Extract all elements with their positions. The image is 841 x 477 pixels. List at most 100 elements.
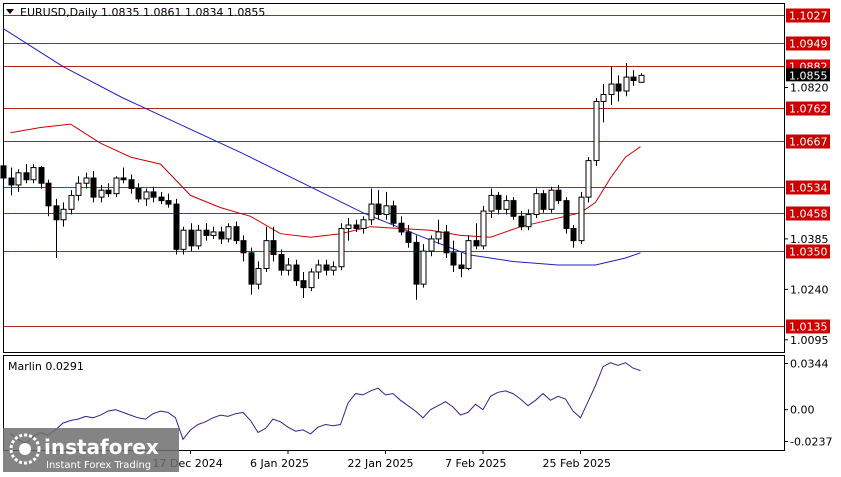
level-label-bg bbox=[786, 180, 830, 195]
candle bbox=[630, 70, 637, 86]
candle-body-bull bbox=[143, 191, 150, 200]
candle bbox=[210, 226, 217, 239]
ma-slow-line bbox=[2, 27, 641, 266]
candle bbox=[495, 191, 502, 215]
candle-body-bear bbox=[458, 264, 465, 269]
candle-body-bull bbox=[533, 193, 540, 216]
candle-body-bear bbox=[270, 240, 277, 256]
candle-body-bull bbox=[308, 271, 315, 289]
candle-body-bear bbox=[158, 196, 165, 202]
candle bbox=[518, 211, 525, 231]
candle-body-bear bbox=[300, 280, 307, 289]
candle-body-bear bbox=[390, 205, 397, 224]
candle-body-bear bbox=[0, 165, 7, 179]
candle-body-bear bbox=[323, 264, 330, 271]
candle-body-bear bbox=[353, 224, 360, 229]
level-label-bg bbox=[786, 101, 830, 116]
candle-body-bear bbox=[218, 231, 225, 240]
level-label: 1.1027 bbox=[789, 10, 828, 23]
level-label: 1.0350 bbox=[789, 246, 828, 259]
candle bbox=[390, 200, 397, 227]
candle bbox=[458, 252, 465, 278]
candle bbox=[533, 188, 540, 219]
candle-body-bull bbox=[638, 74, 645, 83]
candle-body-bear bbox=[293, 264, 300, 282]
candle bbox=[135, 183, 142, 203]
level-label-bg bbox=[786, 244, 830, 259]
candle-body-bear bbox=[405, 231, 412, 243]
candle bbox=[240, 235, 247, 262]
level-label: 1.0135 bbox=[789, 321, 828, 334]
candles bbox=[0, 63, 645, 300]
candle bbox=[323, 259, 330, 276]
candle bbox=[345, 218, 352, 241]
candle-body-bull bbox=[578, 196, 585, 242]
candle bbox=[548, 186, 555, 213]
candle bbox=[405, 224, 412, 248]
candle bbox=[75, 176, 82, 201]
time-tick-label: 6 Jan 2025 bbox=[250, 457, 309, 470]
candle-body-bear bbox=[53, 205, 60, 221]
candle bbox=[585, 157, 592, 203]
level-label-bg bbox=[786, 206, 830, 221]
candle bbox=[540, 190, 547, 213]
candle bbox=[15, 169, 22, 192]
osc-tick-label: 0.00 bbox=[790, 404, 815, 417]
candle bbox=[98, 184, 105, 203]
candle bbox=[443, 224, 450, 259]
candle bbox=[315, 259, 322, 279]
candle bbox=[300, 271, 307, 299]
moving-averages bbox=[2, 27, 641, 266]
candle bbox=[38, 165, 45, 189]
candle bbox=[488, 188, 495, 219]
instaforex-watermark: instaforex Instant Forex Trading bbox=[3, 428, 179, 472]
level-label: 1.0949 bbox=[789, 38, 828, 51]
candle-body-bull bbox=[285, 264, 292, 271]
candle-body-bear bbox=[8, 177, 15, 186]
time-tick-label: 25 Feb 2025 bbox=[543, 457, 611, 470]
candle bbox=[608, 66, 615, 105]
level-label-bg bbox=[786, 134, 830, 149]
candle bbox=[398, 216, 405, 236]
price-tick-label: 1.0820 bbox=[790, 82, 829, 95]
candle-body-bull bbox=[75, 182, 82, 196]
current-price-bg bbox=[786, 68, 830, 82]
level-label: 1.0762 bbox=[789, 103, 828, 116]
osc-tick-label: -0.0237 bbox=[790, 436, 832, 449]
candle bbox=[368, 188, 375, 225]
candle bbox=[23, 164, 30, 184]
candle bbox=[143, 188, 150, 206]
oscillator-pane-frame bbox=[3, 355, 785, 451]
candle-body-bear bbox=[105, 189, 112, 195]
candle-body-bull bbox=[195, 229, 202, 247]
collapse-triangle-icon[interactable] bbox=[6, 9, 14, 14]
instaforex-logo-icon bbox=[9, 433, 41, 465]
candle-body-bull bbox=[383, 205, 390, 216]
time-tick-label: 22 Jan 2025 bbox=[348, 457, 414, 470]
candle bbox=[188, 223, 195, 252]
candle-body-bull bbox=[368, 203, 375, 221]
oscillator-label: Marlin 0.0291 bbox=[8, 360, 84, 373]
candle-body-bear bbox=[510, 200, 517, 217]
candle bbox=[203, 223, 210, 241]
price-tick-label: 1.0095 bbox=[790, 334, 829, 347]
level-label-bg bbox=[786, 319, 830, 334]
candle-body-bull bbox=[255, 267, 262, 285]
candle bbox=[503, 195, 510, 215]
candle bbox=[420, 244, 427, 288]
candle-body-bear bbox=[188, 229, 195, 247]
watermark-tagline: Instant Forex Trading bbox=[46, 460, 151, 471]
candle bbox=[563, 197, 570, 234]
candle-body-bull bbox=[83, 177, 90, 184]
candle bbox=[555, 184, 562, 205]
candle-body-bear bbox=[240, 240, 247, 254]
candle bbox=[353, 219, 360, 232]
candle-body-bull bbox=[608, 83, 615, 95]
candle bbox=[338, 223, 345, 271]
candle-body-bear bbox=[398, 222, 405, 233]
candle-body-bear bbox=[630, 76, 637, 82]
candle bbox=[293, 259, 300, 286]
candle-body-bull bbox=[30, 167, 37, 181]
